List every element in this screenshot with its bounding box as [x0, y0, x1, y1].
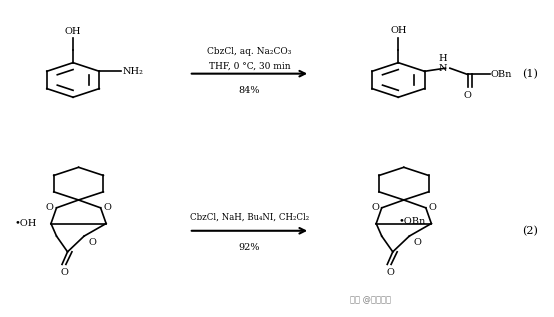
- Text: O: O: [103, 203, 111, 212]
- Text: •OH: •OH: [15, 219, 37, 228]
- Text: O: O: [428, 203, 437, 212]
- Text: OBn: OBn: [491, 70, 512, 79]
- Text: 92%: 92%: [239, 243, 260, 252]
- Text: (2): (2): [522, 226, 538, 236]
- Text: •OBn: •OBn: [398, 217, 425, 226]
- Text: O: O: [89, 238, 96, 247]
- Text: O: O: [414, 238, 422, 247]
- Text: H: H: [438, 55, 447, 63]
- Text: OH: OH: [65, 27, 81, 36]
- Text: (1): (1): [522, 68, 538, 79]
- Text: OH: OH: [390, 26, 407, 35]
- Text: CbzCl, NaH, Bu₄NI, CH₂Cl₂: CbzCl, NaH, Bu₄NI, CH₂Cl₂: [190, 212, 309, 221]
- Text: O: O: [371, 203, 379, 212]
- Text: CbzCl, aq. Na₂CO₃: CbzCl, aq. Na₂CO₃: [207, 47, 291, 56]
- Text: 知乎 @国拓生物: 知乎 @国拓生物: [350, 295, 391, 304]
- Text: NH₂: NH₂: [122, 67, 143, 76]
- Text: THF, 0 °C, 30 min: THF, 0 °C, 30 min: [209, 61, 290, 70]
- Text: O: O: [386, 268, 394, 277]
- Text: 84%: 84%: [239, 86, 260, 95]
- Text: O: O: [46, 203, 54, 212]
- Text: O: O: [464, 91, 471, 100]
- Text: O: O: [61, 268, 69, 277]
- Text: N: N: [438, 64, 447, 73]
